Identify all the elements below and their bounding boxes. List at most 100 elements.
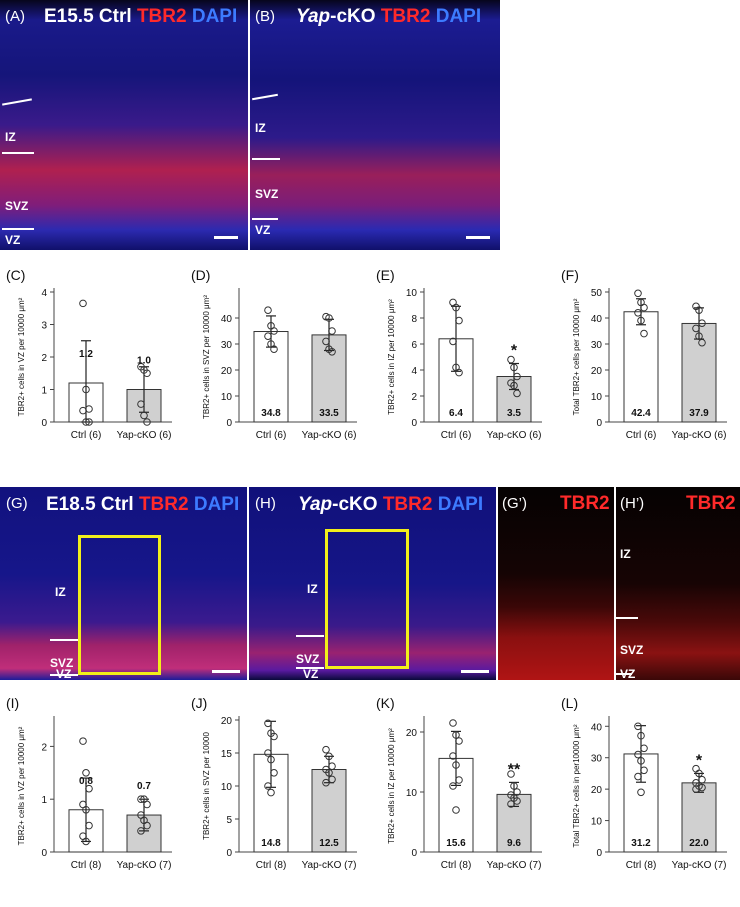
y-tick-label: 20 bbox=[591, 785, 603, 796]
y-tick-label: 20 bbox=[221, 716, 233, 727]
y-tick-label: 20 bbox=[221, 366, 233, 377]
chart-svg: (F) 0 10 20 30 40 50 Total TBR2+ cells per 1000… bbox=[561, 267, 727, 441]
chart-svg: (C) 0 1 2 3 4 TBR2+ cells in VZ per 10000 μm² 1… bbox=[6, 267, 172, 441]
data-point bbox=[325, 752, 333, 761]
y-tick-label: 10 bbox=[221, 782, 233, 793]
panel-label: (C) bbox=[6, 267, 25, 283]
data-point bbox=[698, 338, 706, 347]
y-tick-label: 2 bbox=[411, 392, 417, 403]
y-tick-label: 8 bbox=[411, 314, 417, 325]
title-part: TBR2 bbox=[380, 6, 436, 27]
y-axis-label: TBR2+ cells in IZ per 10000 μm² bbox=[387, 299, 396, 415]
data-point bbox=[698, 775, 706, 784]
data-point bbox=[82, 769, 90, 777]
category-label: Ctrl (6) bbox=[626, 430, 657, 441]
tissue-image-g-prime bbox=[498, 487, 614, 680]
data-point bbox=[264, 782, 272, 790]
panel-label: (E) bbox=[376, 267, 395, 283]
significance-marker: ** bbox=[508, 761, 521, 778]
y-tick-label: 40 bbox=[591, 314, 603, 325]
title-part: -cKO bbox=[332, 494, 383, 515]
data-point bbox=[452, 806, 460, 814]
y-tick-label: 30 bbox=[591, 340, 603, 351]
y-tick-label: 0 bbox=[596, 418, 602, 429]
data-point bbox=[264, 719, 272, 728]
boundary-line bbox=[252, 218, 278, 220]
chart-panel-d: (D) 0 10 20 30 40 TBR2+ cells in SVZ per 10000… bbox=[185, 262, 370, 472]
title-part: Yap bbox=[298, 494, 333, 515]
data-point bbox=[695, 332, 703, 340]
category-label: Ctrl (6) bbox=[71, 430, 102, 441]
roi-box bbox=[325, 529, 409, 669]
panel-title-h-prime: TBR2 bbox=[686, 493, 736, 514]
data-point bbox=[634, 772, 642, 781]
data-point bbox=[264, 332, 272, 340]
data-point bbox=[692, 785, 700, 793]
y-tick-label: 0 bbox=[411, 848, 417, 859]
significance-marker: * bbox=[696, 752, 703, 769]
data-point bbox=[637, 788, 645, 797]
y-tick-label: 0 bbox=[411, 418, 417, 429]
chart-panel-e: (E) 0 2 4 6 8 10 TBR2+ cells in IZ per 10000 μm… bbox=[370, 262, 555, 472]
value-label: 14.8 bbox=[261, 838, 281, 849]
scale-bar bbox=[466, 236, 490, 239]
data-point bbox=[510, 381, 518, 390]
data-point bbox=[449, 782, 457, 790]
data-point bbox=[85, 784, 93, 793]
boundary-line bbox=[616, 673, 632, 675]
y-tick-label: 0 bbox=[596, 848, 602, 859]
value-label: 9.6 bbox=[507, 838, 521, 849]
panel-label-a: (A) bbox=[5, 8, 25, 25]
y-tick-label: 0 bbox=[41, 848, 47, 859]
y-tick-label: 0 bbox=[41, 418, 47, 429]
zone-label-svz: SVZ bbox=[296, 652, 320, 666]
chart-panel-k: (K) 0 10 20 TBR2+ cells in IZ per 10000 μm² 1… bbox=[370, 690, 555, 902]
panel-title-g-prime: TBR2 bbox=[560, 493, 610, 514]
value-label: 3.5 bbox=[507, 408, 521, 419]
panel-label: (K) bbox=[376, 695, 395, 711]
data-point bbox=[82, 837, 90, 846]
data-point bbox=[449, 337, 457, 346]
zone-label-vz: VZ bbox=[5, 233, 21, 247]
y-tick-label: 10 bbox=[591, 392, 603, 403]
zone-label-vz-gpanel: VZ bbox=[303, 667, 319, 681]
data-point bbox=[270, 345, 278, 353]
y-tick-label: 1 bbox=[41, 795, 47, 806]
panel-label-h: (H) bbox=[255, 495, 276, 512]
category-label: Ctrl (8) bbox=[626, 860, 657, 871]
y-axis-label: TBR2+ cells in VZ per 10000 μm² bbox=[17, 726, 26, 845]
data-point bbox=[143, 821, 151, 830]
data-point bbox=[322, 778, 330, 787]
title-part: DAPI bbox=[191, 6, 238, 27]
roi-box bbox=[78, 535, 161, 675]
zone-label-iz: IZ bbox=[5, 130, 16, 144]
data-point bbox=[455, 316, 463, 325]
data-point bbox=[637, 731, 645, 740]
data-point bbox=[640, 303, 648, 312]
boundary-line bbox=[2, 98, 32, 106]
value-label: 12.5 bbox=[319, 838, 339, 849]
y-tick-label: 20 bbox=[591, 366, 603, 377]
data-point bbox=[328, 327, 336, 335]
category-label: Yap-cKO (6) bbox=[302, 430, 357, 441]
value-label: 37.9 bbox=[689, 408, 709, 419]
title-part: DAPI bbox=[435, 6, 482, 27]
category-label: Yap-cKO (6) bbox=[487, 430, 542, 441]
boundary-line bbox=[50, 674, 78, 676]
value-label: 1.2 bbox=[79, 349, 93, 360]
data-point bbox=[137, 795, 145, 803]
data-point bbox=[267, 755, 275, 764]
panel-label: (I) bbox=[6, 695, 19, 711]
y-tick-label: 20 bbox=[406, 728, 418, 739]
tissue-image-g bbox=[0, 487, 247, 680]
y-tick-label: 4 bbox=[41, 288, 47, 299]
data-point bbox=[264, 749, 272, 757]
tissue-image-h bbox=[249, 487, 496, 680]
value-label: 42.4 bbox=[631, 408, 651, 419]
y-tick-label: 0 bbox=[226, 848, 232, 859]
y-tick-label: 10 bbox=[221, 392, 233, 403]
value-label: 33.5 bbox=[319, 408, 339, 419]
y-tick-label: 2 bbox=[41, 742, 47, 753]
y-tick-label: 30 bbox=[591, 754, 603, 765]
data-point bbox=[449, 752, 457, 760]
